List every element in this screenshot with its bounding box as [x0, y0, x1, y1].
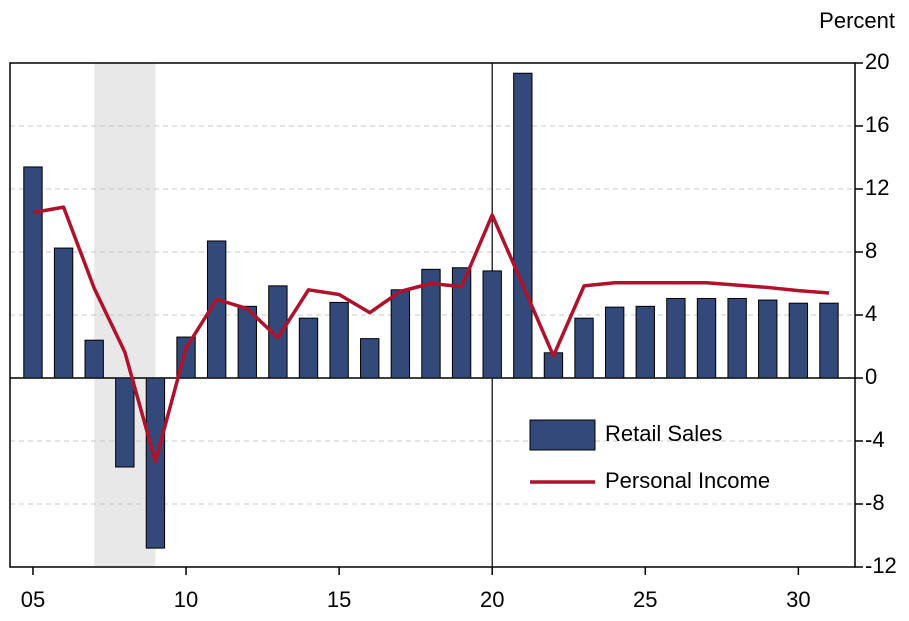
x-tick-label: 30	[786, 587, 810, 612]
bar	[482, 270, 502, 379]
y-axis-label: Percent	[819, 8, 895, 33]
bar	[329, 301, 349, 379]
y-tick-label: -4	[865, 427, 885, 452]
bar	[84, 339, 104, 379]
bar	[115, 377, 135, 468]
bar	[574, 317, 594, 379]
x-tick-label: 05	[21, 587, 45, 612]
bar	[237, 305, 257, 379]
y-tick-label: 0	[865, 364, 877, 389]
bar	[206, 240, 227, 379]
bar	[819, 302, 839, 379]
bar	[513, 72, 533, 379]
legend-label: Retail Sales	[605, 421, 722, 446]
x-tick-label: 20	[480, 587, 504, 612]
bar	[390, 289, 411, 379]
bar	[268, 285, 288, 379]
x-tick-label: 10	[174, 587, 198, 612]
bar	[635, 305, 655, 379]
bar	[758, 299, 778, 379]
bar	[604, 306, 625, 379]
y-tick-label: 12	[865, 175, 889, 200]
bar	[696, 297, 717, 379]
y-tick-label: -8	[865, 490, 885, 515]
plot-frame	[9, 62, 856, 568]
bar	[451, 267, 472, 379]
bar	[727, 297, 747, 379]
line	[32, 205, 830, 464]
y-tick-label: -12	[865, 553, 897, 578]
bar	[666, 297, 686, 379]
y-tick-label: 8	[865, 238, 877, 263]
bar	[421, 268, 441, 379]
x-tick-label: 25	[633, 587, 657, 612]
y-tick-label: 4	[865, 301, 877, 326]
legend-label: Personal Income	[605, 468, 770, 493]
legend-swatch	[529, 419, 596, 451]
bar	[788, 302, 809, 379]
y-tick-label: 20	[865, 49, 889, 74]
bar	[298, 317, 319, 379]
bar	[53, 247, 74, 379]
y-tick-label: 16	[865, 112, 889, 137]
bar	[360, 338, 380, 379]
bar	[23, 166, 43, 379]
x-tick-label: 15	[327, 587, 351, 612]
